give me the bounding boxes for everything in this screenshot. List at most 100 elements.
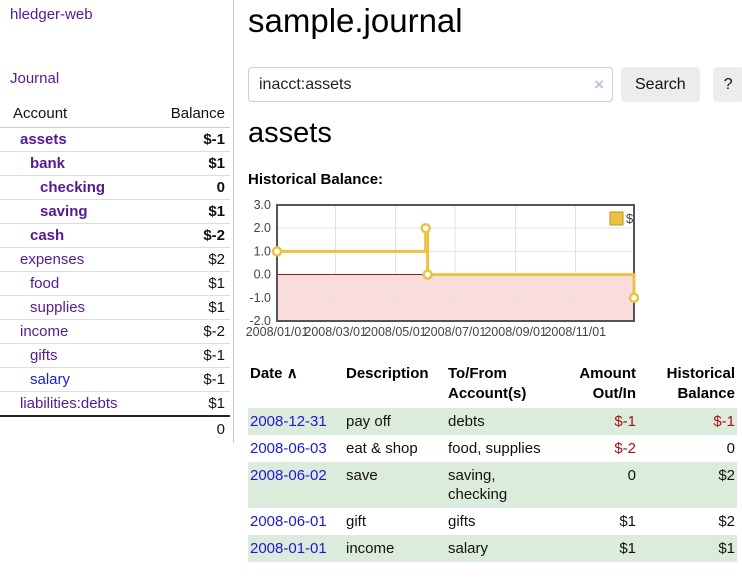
transaction-amount-cell: $1 [619, 540, 636, 557]
account-name-cell: gifts [0, 343, 153, 368]
transaction-description-cell: pay off [346, 413, 391, 430]
help-button[interactable]: ? [712, 67, 742, 102]
transaction-date-cell: 2008-06-03 [248, 435, 344, 462]
account-balance: $-2 [152, 319, 230, 344]
transaction-accounts-cell: food, supplies [448, 440, 541, 457]
transaction-balance-cell: $1 [718, 540, 735, 557]
svg-text:2008/01/01: 2008/01/01 [246, 325, 309, 339]
transaction-amount-cell: $-2 [614, 440, 636, 457]
transaction-date-link[interactable]: 2008-01-01 [250, 540, 327, 557]
accounts-column-header: To/From Account(s) [448, 365, 527, 402]
svg-text:2008/07/01: 2008/07/01 [424, 325, 487, 339]
sidebar-item-journal[interactable]: Journal [10, 70, 60, 87]
svg-text:2008/03/01: 2008/03/01 [304, 325, 367, 339]
transaction-date-link[interactable]: 2008-06-01 [250, 513, 327, 530]
search-button[interactable]: Search [621, 67, 700, 102]
transaction-description-cell: eat & shop [346, 440, 418, 457]
account-name-cell: assets [0, 127, 153, 152]
account-link[interactable]: income [20, 323, 69, 340]
brand-link[interactable]: hledger-web [10, 6, 93, 23]
account-balance: $1 [208, 395, 225, 412]
account-table-body: assets $-1 bank $1 checking 0 saving $1 cash $-2 e… [0, 127, 230, 417]
transaction-date-link[interactable]: 2008-06-03 [250, 440, 327, 457]
transaction-date-cell: 2008-06-02 [248, 462, 344, 508]
svg-text:0.0: 0.0 [254, 268, 271, 282]
transaction-balance-cell: $2 [718, 513, 735, 530]
account-balance: $-1 [152, 343, 230, 368]
date-column-header[interactable]: Date ∧ [248, 360, 344, 408]
account-balance: $2 [152, 247, 230, 272]
description-column-header: Description [346, 365, 429, 382]
transaction-balance-cell: $2 [718, 467, 735, 484]
transaction-accounts-cell: salary [448, 540, 489, 557]
clear-search-icon[interactable]: × [594, 75, 604, 94]
transaction-date-cell: 2008-12-31 [248, 408, 344, 435]
svg-text:1.0: 1.0 [254, 244, 271, 258]
table-row: 2008-06-02 save saving, checking 0 $2 [248, 462, 737, 508]
account-balance: $1 [152, 199, 230, 224]
account-row: saving $1 [0, 199, 230, 224]
account-row: supplies $1 [0, 295, 230, 320]
account-balance: $1 [152, 151, 230, 176]
table-row: 2008-12-31 pay off debts $-1 $-1 [248, 408, 737, 435]
sidebar: hledger-web Journal Account Balance asse… [0, 0, 234, 443]
account-link[interactable]: bank [30, 155, 66, 172]
account-name-cell: income [0, 319, 153, 344]
date-header-label: Date [250, 365, 283, 382]
account-heading: assets [248, 117, 332, 149]
svg-text:2.0: 2.0 [254, 221, 271, 235]
account-row: expenses $2 [0, 247, 230, 272]
account-link[interactable]: liabilities:debts [20, 395, 118, 412]
account-balance: $-1 [152, 367, 230, 392]
amount-column-header: Amount Out/In [579, 365, 636, 402]
account-balance: 0 [152, 175, 230, 200]
chart-title: Historical Balance: [248, 171, 384, 188]
historical-balance-column-header: Historical Balance [666, 365, 735, 402]
transaction-amount-cell: 0 [627, 467, 636, 484]
search-input-wrap: × [248, 67, 613, 102]
account-link[interactable]: supplies [30, 299, 86, 316]
account-table-header-row: Account Balance [0, 100, 230, 128]
account-link[interactable]: salary [30, 371, 71, 388]
account-link[interactable]: food [30, 275, 60, 292]
search-form: × Search ? [248, 67, 742, 102]
account-link[interactable]: assets [20, 131, 67, 148]
total-balance: 0 [152, 415, 230, 442]
account-name-cell: saving [0, 199, 153, 224]
total-row-spacer [0, 415, 153, 442]
transaction-accounts-cell: debts [448, 413, 485, 430]
account-balance: $-1 [152, 127, 230, 152]
account-row: bank $1 [0, 151, 230, 176]
search-input[interactable] [248, 67, 613, 102]
transaction-date-link[interactable]: 2008-12-31 [250, 413, 327, 430]
account-name-cell: food [0, 271, 153, 296]
transaction-date-link[interactable]: 2008-06-02 [250, 467, 327, 484]
account-name-cell: expenses [0, 247, 153, 272]
register-header-row: Date ∧ Description To/From Account(s) Am… [248, 360, 737, 408]
historical-balance-chart: $3.0 2.0 1.0 0.0 -1.0 -2.02008/01/012008/03/0… [246, 200, 640, 339]
account-link[interactable]: saving [40, 203, 88, 220]
account-row: assets $-1 [0, 127, 230, 152]
account-link[interactable]: cash [30, 227, 65, 244]
account-balance: $-2 [152, 223, 230, 248]
account-balance: $1 [152, 271, 230, 296]
svg-text:-1.0: -1.0 [249, 291, 271, 305]
table-row: 2008-06-01 gift gifts $1 $2 [248, 508, 737, 535]
account-balance-table: Account Balance assets $-1 bank $1 checking 0… [0, 100, 230, 442]
account-link[interactable]: expenses [20, 251, 85, 268]
transaction-amount-cell: $-1 [614, 413, 636, 430]
table-row: 2008-06-03 eat & shop food, supplies $-2 0 [248, 435, 737, 462]
account-column-header: Account [0, 100, 153, 128]
account-balance: $1 [152, 295, 230, 320]
account-row: liabilities:debts $1 [0, 392, 230, 417]
account-row: salary $-1 [0, 367, 230, 392]
svg-text:$: $ [626, 211, 634, 226]
transaction-description-cell: save [346, 467, 378, 484]
register-table-body: 2008-12-31 pay off debts $-1 $-1 2008-06-03 ea… [248, 408, 737, 562]
account-name-cell: supplies [0, 295, 153, 320]
transaction-date-cell: 2008-06-01 [248, 508, 344, 535]
account-link[interactable]: gifts [30, 347, 58, 364]
svg-text:-2.0: -2.0 [249, 314, 271, 328]
account-link[interactable]: checking [40, 179, 106, 196]
svg-text:2008/09/01: 2008/09/01 [484, 325, 547, 339]
